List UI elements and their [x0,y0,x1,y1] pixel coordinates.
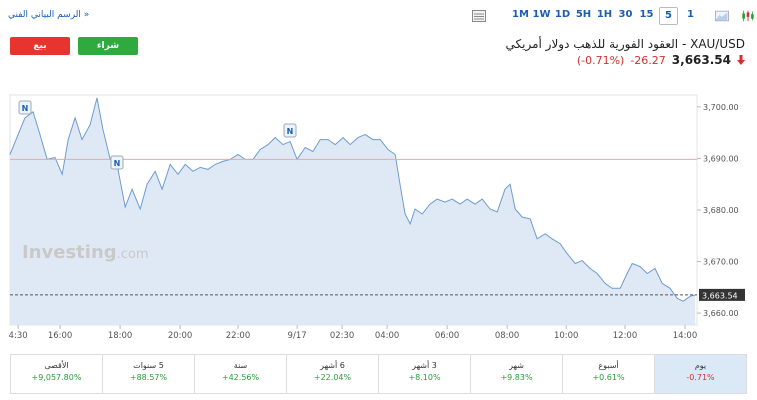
x-tick-label: 08:00 [495,331,520,341]
y-tick-label: 3,690.00 [703,154,739,163]
area-icon[interactable] [715,10,729,22]
down-arrow [737,55,745,65]
period-change: +22.04% [313,373,352,382]
x-tick-label: 18:00 [108,331,133,341]
candle-icon[interactable] [741,10,755,22]
watermark-brand: Investing [22,242,117,263]
x-tick-label: 22:00 [226,331,251,341]
chart-link[interactable]: الرسم البياني الفني » [8,10,90,20]
period-change: +9.83% [500,373,533,382]
period-change: +9,057.80% [31,373,82,382]
news-marker-label: N [114,159,121,168]
period-label: سنة [233,361,248,370]
performance-cell[interactable]: سنة +42.56% [194,355,286,393]
timeframes: 1M 1W 1D 5H 1H 30 15 5 1 [510,7,701,25]
timeframe-button[interactable]: 5H [575,9,592,20]
period-label: الأقصى [44,361,69,370]
period-label: أسبوع [598,361,619,370]
news-marker [18,100,32,115]
period-change: +88.57% [129,373,168,382]
price-line [9,97,696,302]
watermark: Investing.com [22,242,149,263]
x-tick-label: 10:00 [554,331,579,341]
price-chart: Investing.com 3,663.54 3,700.00 3,690.00 3,6… [9,94,745,341]
sell-button[interactable]: بيع [10,37,70,55]
period-label: 3 أشهر [412,361,437,370]
change: -26.27 [630,53,666,67]
x-tick-label: 16:00 [48,331,73,341]
table-icon[interactable] [472,10,486,22]
news-marker [283,123,297,138]
period-label: 5 سنوات [133,361,164,370]
timeframe-bar: 1M 1W 1D 5H 1H 30 15 5 1 [466,6,757,26]
timeframe-button[interactable]: 30 [618,9,633,20]
period-label: يوم [694,361,707,370]
x-tick-label: 14:00 [673,331,698,341]
timeframe-button[interactable]: 5 [659,7,678,25]
x-tick-label: 4:30 [9,331,28,341]
x-tick-label: 12:00 [613,331,638,341]
timeframe-button[interactable]: 15 [639,9,654,20]
performance-cell[interactable]: شهر +9.83% [470,355,562,393]
period-label: شهر [509,361,524,370]
x-tick-label: 20:00 [168,331,193,341]
period-change: +42.56% [221,373,260,382]
buy-button[interactable]: شراء [78,37,138,55]
period-change: +0.61% [592,373,625,382]
performance-cell[interactable]: 6 أشهر +22.04% [286,355,378,393]
performance-cell[interactable]: الأقصى +9,057.80% [11,355,102,393]
period-change: +8.10% [408,373,441,382]
instrument-title: XAU/USD - العقود الفورية للذهب دولار أمر… [505,37,745,51]
performance-table: الأقصى +9,057.80% 5 سنوات +88.57% سنة +42.56%… [10,354,747,394]
news-marker-label: N [287,127,294,136]
performance-cell[interactable]: 3 أشهر +8.10% [378,355,470,393]
x-tick-label: 06:00 [435,331,460,341]
news-marker [110,155,124,170]
timeframe-button[interactable]: 1 [687,9,694,20]
last-price-box [699,288,745,301]
change-percent: (-0.71%) [576,53,625,67]
x-tick-label: 04:00 [375,331,400,341]
last-price-label: 3,663.54 [702,291,738,300]
watermark-domain: .com [117,247,149,262]
y-tick-label: 3,700.00 [703,103,739,112]
timeframe-button[interactable]: 1H [596,9,613,20]
y-tick-label: 3,680.00 [703,206,739,215]
x-tick-label: 9/17 [288,331,307,341]
quote: (-0.71%) -26.27 3,663.54 [577,53,745,67]
performance-cell[interactable]: أسبوع +0.61% [562,355,654,393]
period-label: 6 أشهر [320,361,345,370]
period-change: -0.71% [686,373,715,382]
x-tick-label: 02:30 [330,331,355,341]
timeframe-button[interactable]: 1D [554,9,571,20]
price-area [10,97,696,326]
timeframe-button[interactable]: 1M [512,9,529,20]
y-tick-label: 3,660.00 [703,309,739,318]
performance-cell[interactable]: يوم -0.71% [654,355,746,393]
price: 3,663.54 [671,53,731,67]
y-tick-label: 3,670.00 [703,258,739,267]
news-marker-label: N [22,104,29,113]
timeframe-button[interactable]: 1W [532,9,551,20]
performance-cell[interactable]: 5 سنوات +88.57% [102,355,194,393]
